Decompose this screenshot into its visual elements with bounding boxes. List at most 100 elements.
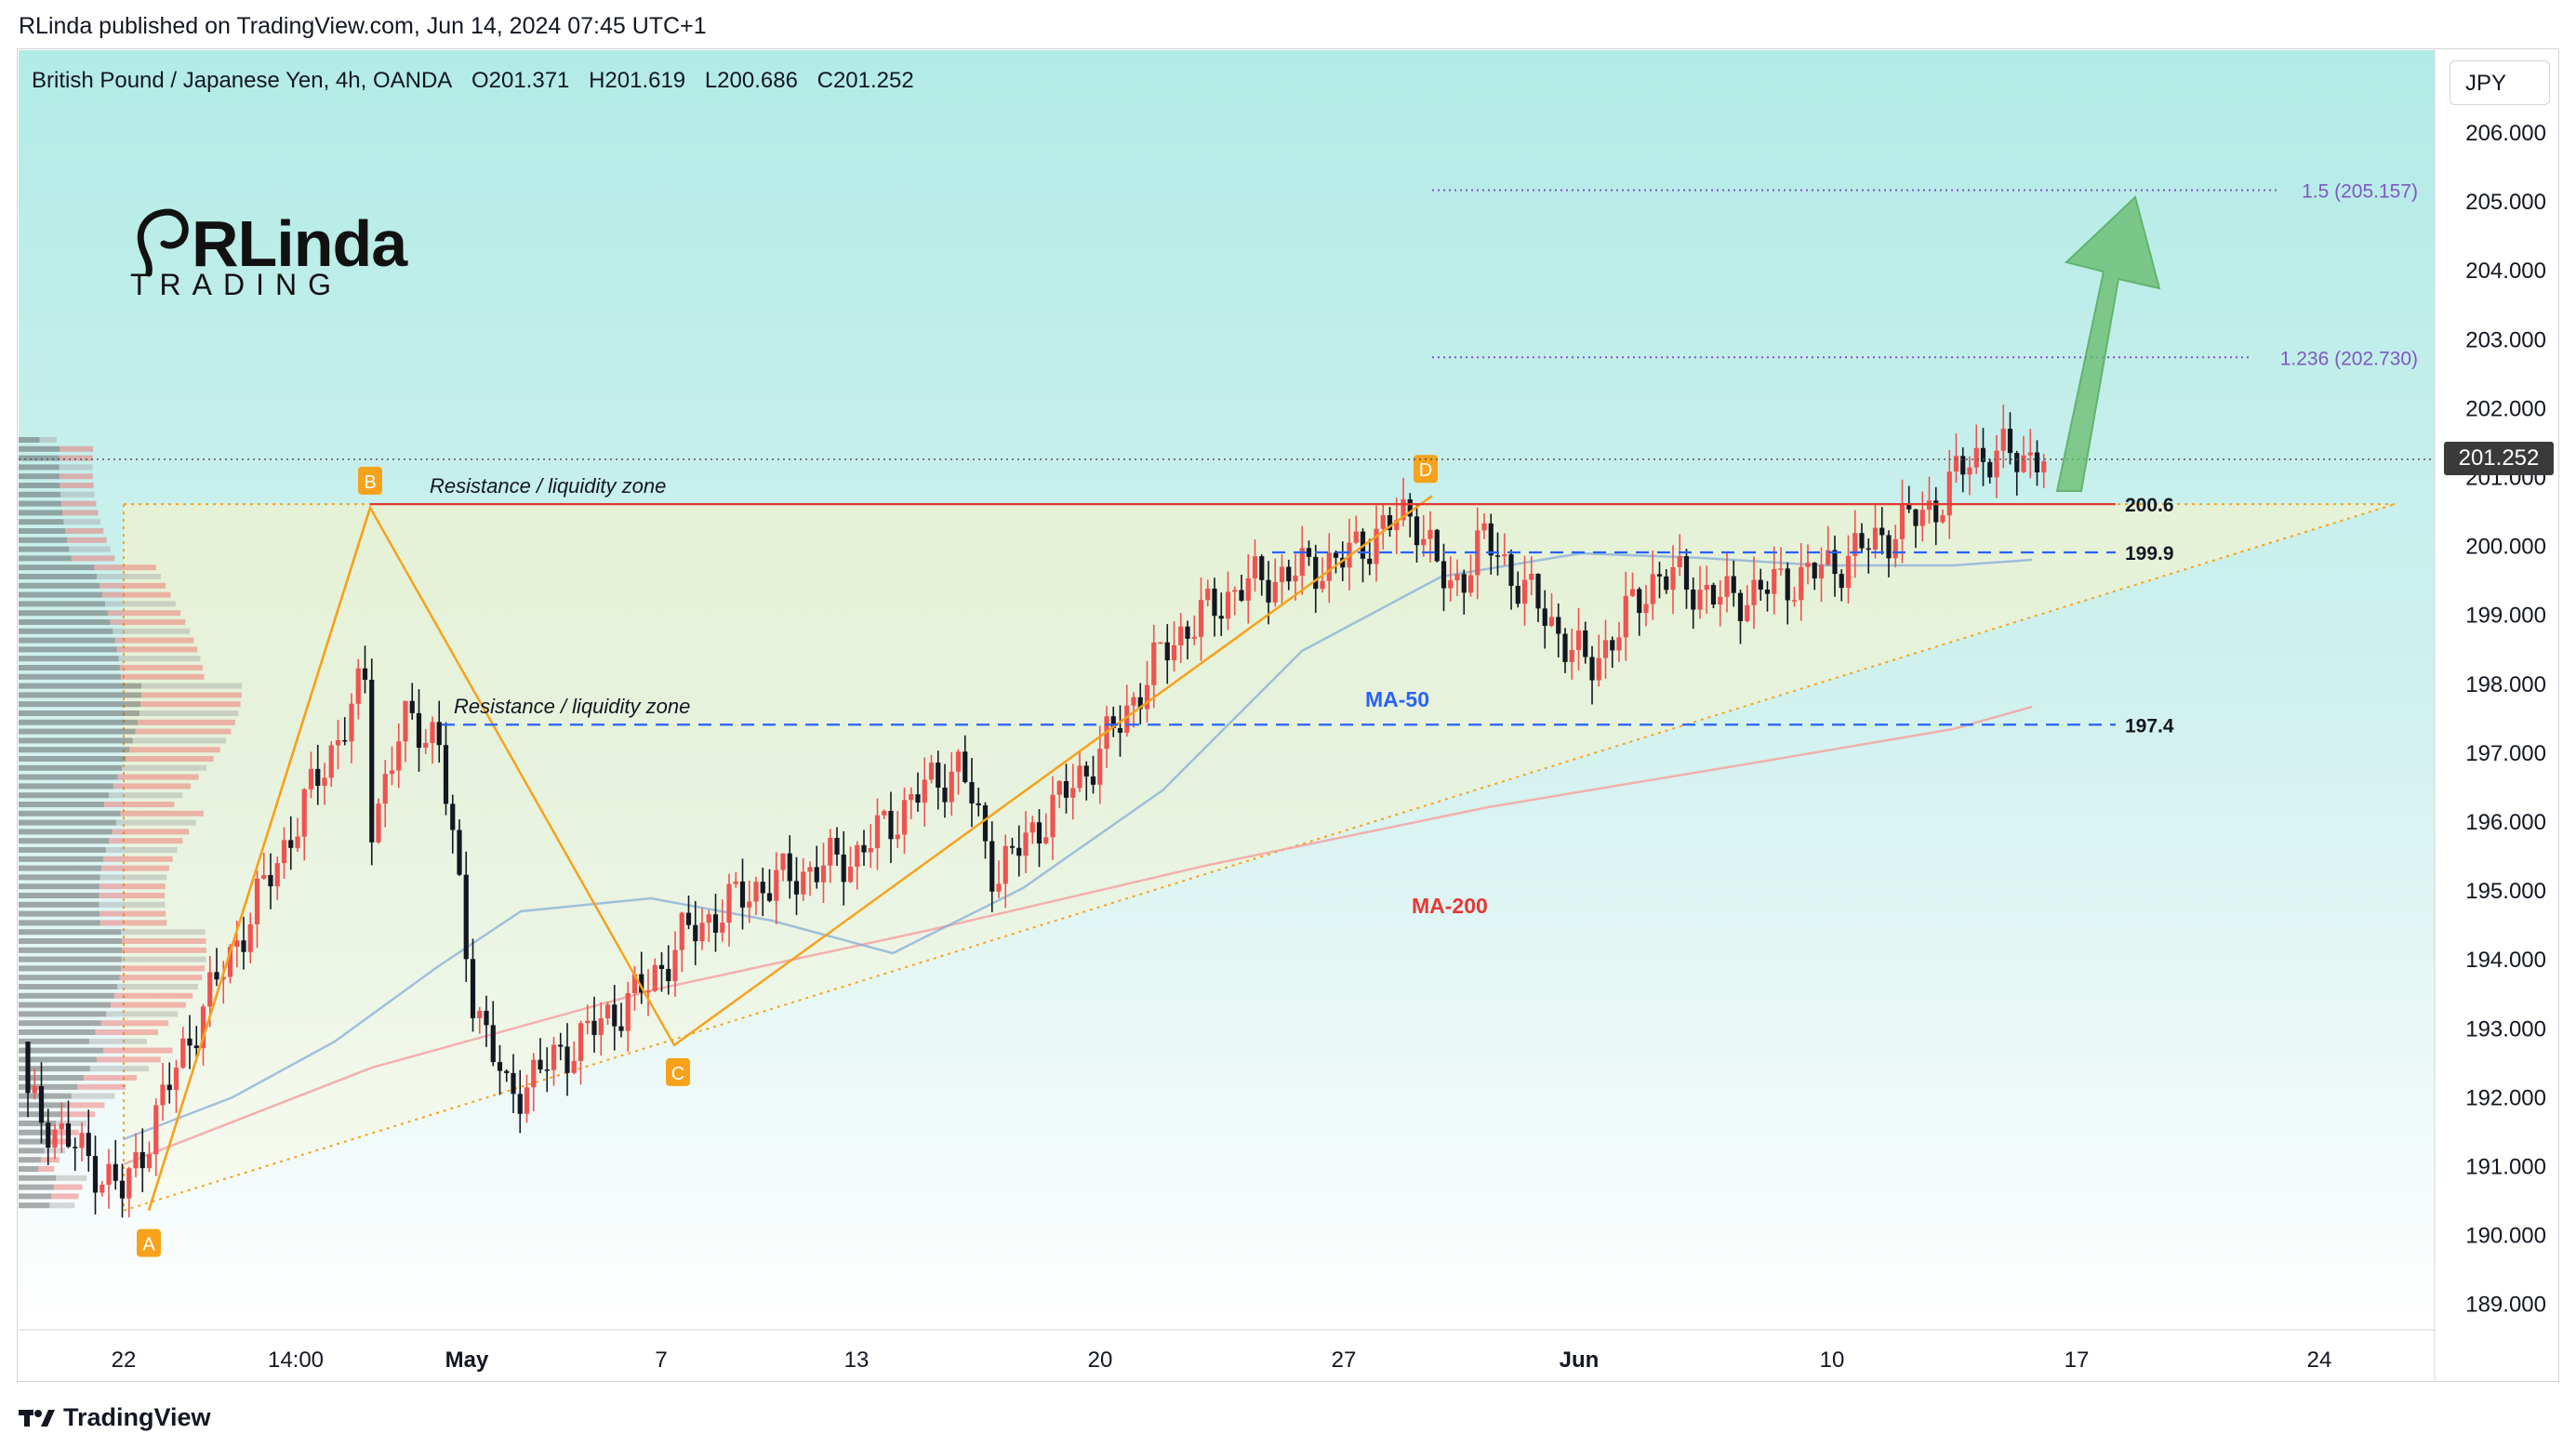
candle-body — [1960, 456, 1966, 475]
currency-button[interactable]: JPY — [2450, 60, 2550, 105]
candle-body — [511, 1072, 516, 1095]
candle-body — [1218, 616, 1224, 619]
candle-body — [1212, 588, 1217, 617]
candle-body — [463, 874, 469, 960]
candle-body — [1117, 727, 1123, 733]
volume-profile-bar — [101, 591, 171, 598]
candle-body — [909, 794, 914, 801]
x-tick-label: 20 — [1088, 1347, 1113, 1373]
candle-body — [1205, 588, 1211, 601]
candle-body — [1521, 579, 1528, 604]
volume-profile-bar — [19, 874, 100, 881]
candle-body — [1481, 523, 1487, 531]
x-tick-label: 13 — [844, 1347, 870, 1373]
candle-body — [538, 1059, 543, 1070]
candle-body — [976, 803, 981, 805]
candle-body — [1913, 509, 1919, 526]
x-tick-label: 27 — [1332, 1347, 1357, 1373]
volume-profile-bar — [19, 728, 136, 735]
volume-profile-bar — [19, 838, 110, 844]
candle-body — [328, 745, 334, 778]
candle-body — [288, 840, 294, 848]
candle-body — [119, 1180, 126, 1199]
candle-body — [612, 1004, 617, 1027]
candle-body — [1602, 640, 1609, 658]
candle-body — [1110, 716, 1116, 728]
candle-body — [349, 703, 354, 742]
volume-profile-bar — [141, 683, 243, 689]
candle-body — [1434, 529, 1440, 562]
volume-profile-bar — [19, 710, 139, 716]
candle-body — [1758, 579, 1763, 591]
candle-body — [1293, 576, 1298, 582]
volume-profile-bar — [19, 701, 141, 708]
volume-profile-bar — [19, 1011, 107, 1017]
candle-body — [874, 815, 881, 849]
candle-body — [369, 679, 375, 843]
candle-body — [1036, 822, 1042, 844]
candle-body — [591, 1020, 597, 1035]
volume-profile-bar — [19, 500, 61, 507]
ohlc-open: O201.371 — [471, 68, 570, 93]
volume-profile-bar — [121, 938, 206, 944]
candle-body — [241, 940, 246, 952]
tradingview-logo-icon — [19, 1410, 55, 1427]
volume-profile-bar — [19, 847, 106, 853]
volume-profile-bar — [19, 473, 60, 480]
candle-body — [1832, 550, 1838, 575]
ma50-label: MA-50 — [1365, 687, 1429, 711]
volume-profile-bar — [60, 483, 94, 488]
volume-profile-bar — [19, 984, 118, 989]
y-tick-label: 203.000 — [2465, 327, 2546, 352]
volume-profile-bar — [117, 774, 199, 780]
volume-profile-bar — [19, 929, 122, 936]
x-tick-label: May — [445, 1347, 489, 1373]
volume-profile-bar — [19, 783, 113, 790]
candle-body — [490, 1025, 496, 1063]
level-label-200-6: 200.6 — [2125, 495, 2174, 516]
volume-profile-bar — [19, 856, 104, 862]
ma50-line — [123, 551, 2033, 1141]
candle-body — [254, 878, 260, 924]
candle-body — [841, 854, 846, 883]
volume-profile-bar — [114, 637, 194, 644]
candle-body — [996, 883, 1002, 892]
candle-body — [1826, 550, 1831, 565]
candle-body — [1940, 515, 1945, 523]
candle-body — [928, 763, 935, 780]
volume-profile-bar — [53, 1184, 83, 1190]
candle-body — [281, 840, 287, 864]
candle-body — [1866, 548, 1871, 551]
volume-profile-bar — [19, 1166, 39, 1172]
candle-body — [1050, 794, 1056, 838]
volume-profile-bar — [71, 1093, 115, 1099]
candle-body — [335, 739, 341, 746]
candle-body — [38, 1085, 45, 1123]
candle-body — [1137, 697, 1143, 710]
candle-body — [389, 770, 395, 775]
candle-body — [274, 863, 280, 887]
volume-profile-bar — [19, 610, 108, 617]
level-label-199-9: 199.9 — [2125, 543, 2174, 564]
candle-body — [564, 1046, 570, 1073]
candle-body — [726, 883, 732, 923]
volume-profile-bar — [19, 1121, 57, 1126]
candle-body — [834, 838, 840, 855]
candle-body — [1266, 579, 1271, 603]
candle-body — [1724, 576, 1730, 597]
resistance-label-lower: Resistance / liquidity zone — [454, 695, 690, 718]
candle-body — [1494, 555, 1501, 557]
volume-profile-bar — [105, 847, 178, 853]
candle-body — [814, 867, 819, 883]
last-price-tag: 201.252 — [2444, 442, 2554, 475]
volume-profile-bar — [19, 1129, 52, 1135]
candle-body — [430, 722, 435, 743]
candle-body — [1691, 590, 1696, 610]
candle-body — [1070, 788, 1076, 798]
volume-profile-bar — [140, 692, 242, 698]
candle-body — [666, 968, 671, 982]
candle-body — [342, 739, 348, 742]
point-marker-b — [358, 466, 382, 495]
candle-body — [1023, 832, 1029, 856]
